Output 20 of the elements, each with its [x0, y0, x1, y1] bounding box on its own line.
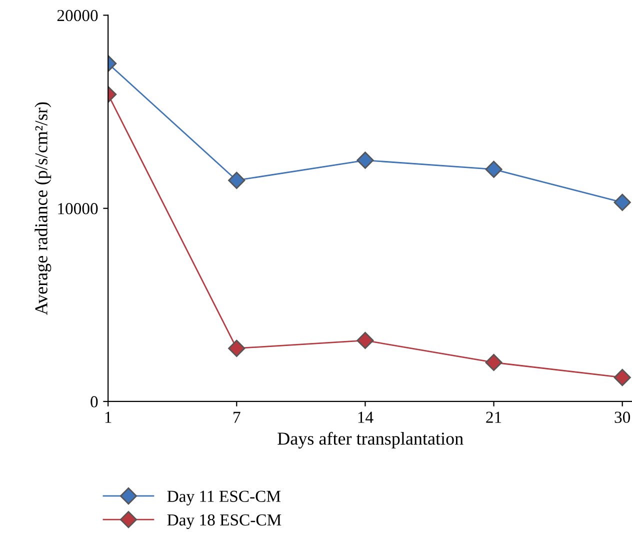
x-tick-label: 1 [105, 412, 112, 423]
point [228, 340, 246, 357]
legend-label: Day 11 ESC-CM [167, 490, 281, 506]
x-axis-title: Days after transplantation [278, 432, 464, 448]
x-tick-label: 30 [614, 412, 630, 423]
y-tick-label: 10000 [58, 203, 98, 214]
point [228, 172, 246, 189]
point [356, 332, 374, 349]
y-axis-title: Average radiance (p/s/cm²/sr) [34, 102, 52, 315]
point [614, 368, 631, 386]
x-tick-label: 14 [358, 412, 374, 423]
x-tick-label: 7 [234, 412, 240, 423]
x-tick-label: 21 [486, 412, 502, 423]
point [485, 354, 502, 372]
point [614, 194, 631, 211]
point [356, 152, 374, 169]
y-tick-label: 0 [90, 396, 98, 408]
legend-label: Day 18 ESC-CM [167, 514, 282, 529]
y-tick-label: 20000 [57, 10, 98, 22]
point [485, 160, 502, 178]
